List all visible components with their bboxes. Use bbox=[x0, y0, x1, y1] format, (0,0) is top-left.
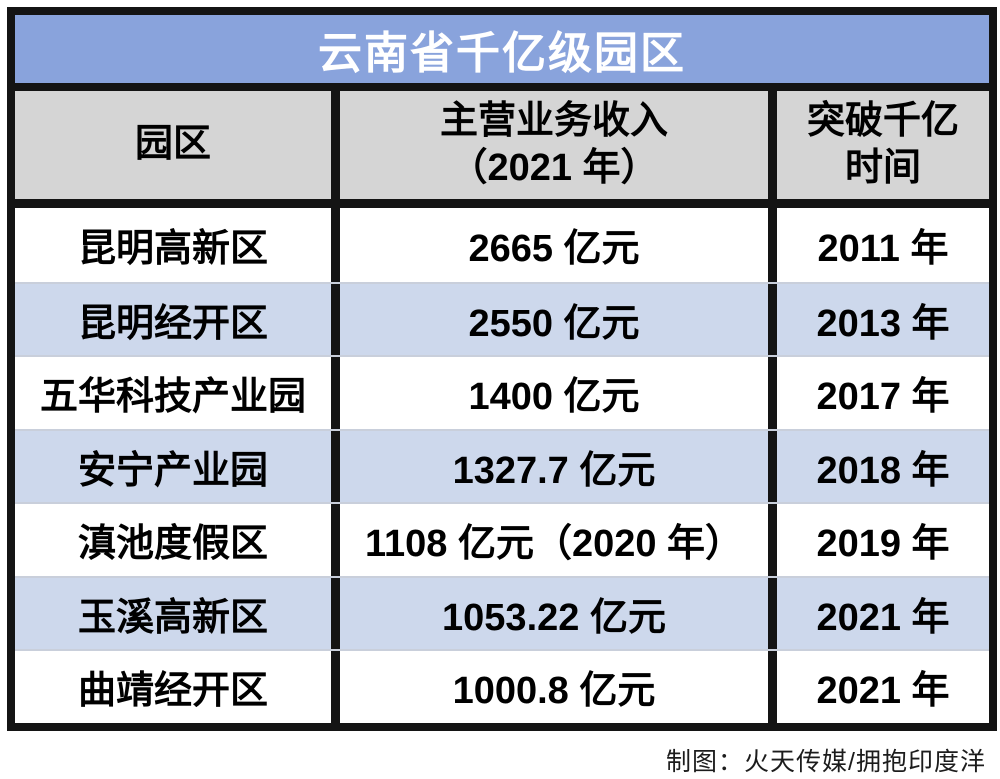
table-row: 五华科技产业园 1400 亿元 2017 年 bbox=[15, 355, 989, 429]
header-revenue-line2: （2021 年） bbox=[449, 147, 659, 189]
header-year-line2: 时间 bbox=[844, 147, 921, 189]
revenue-cell: 1108 亿元（2020 年） bbox=[331, 504, 768, 576]
year-cell: 2011 年 bbox=[768, 208, 989, 282]
header-cell-year: 突破千亿 时间 bbox=[768, 91, 989, 199]
year-cell: 2013 年 bbox=[768, 283, 989, 355]
table-row: 玉溪高新区 1053.22 亿元 2021 年 bbox=[15, 575, 989, 649]
credit-line: 制图：火天传媒/拥抱印度洋 bbox=[666, 748, 986, 776]
header-revenue-line1: 主营业务收入 bbox=[439, 99, 668, 142]
table-row: 昆明经开区 2550 亿元 2013 年 bbox=[15, 281, 989, 355]
revenue-cell: 2665 亿元 bbox=[331, 208, 768, 282]
park-name-cell: 曲靖经开区 bbox=[77, 670, 268, 713]
revenue-cell: 1000.8 亿元 bbox=[331, 651, 768, 723]
year-cell: 2021 年 bbox=[768, 651, 989, 723]
table-row: 昆明高新区 2665 亿元 2011 年 bbox=[15, 208, 989, 282]
header-year-line1: 突破千亿 bbox=[806, 99, 959, 142]
parks-table: 云南省千亿级园区 园区 主营业务收入 （2021 年） 突破千亿 时间 昆明高新… bbox=[7, 7, 997, 731]
revenue-cell: 1400 亿元 bbox=[331, 357, 768, 429]
year-cell: 2017 年 bbox=[768, 357, 989, 429]
revenue-cell: 1327.7 亿元 bbox=[331, 430, 768, 502]
revenue-cell: 2550 亿元 bbox=[331, 283, 768, 355]
header-park-line1: 园区 bbox=[134, 123, 211, 166]
revenue-cell: 1053.22 亿元 bbox=[331, 577, 768, 649]
park-name-cell: 昆明高新区 bbox=[77, 228, 268, 271]
park-name-cell: 五华科技产业园 bbox=[39, 376, 306, 419]
year-cell: 2019 年 bbox=[768, 504, 989, 576]
table-row: 安宁产业园 1327.7 亿元 2018 年 bbox=[15, 428, 989, 502]
park-name-cell: 安宁产业园 bbox=[77, 449, 268, 492]
table-title-bar: 云南省千亿级园区 bbox=[15, 15, 989, 91]
table-title: 云南省千亿级园区 bbox=[318, 29, 686, 78]
table-header-row: 园区 主营业务收入 （2021 年） 突破千亿 时间 bbox=[15, 91, 989, 208]
park-name-cell: 玉溪高新区 bbox=[77, 596, 268, 639]
year-cell: 2021 年 bbox=[768, 577, 989, 649]
table-row: 滇池度假区 1108 亿元（2020 年） 2019 年 bbox=[15, 502, 989, 576]
header-cell-revenue: 主营业务收入 （2021 年） bbox=[331, 91, 768, 199]
header-cell-park: 园区 bbox=[15, 91, 331, 199]
year-cell: 2018 年 bbox=[768, 430, 989, 502]
park-name-cell: 昆明经开区 bbox=[77, 302, 268, 345]
table-row: 曲靖经开区 1000.8 亿元 2021 年 bbox=[15, 649, 989, 723]
park-name-cell: 滇池度假区 bbox=[77, 523, 268, 566]
